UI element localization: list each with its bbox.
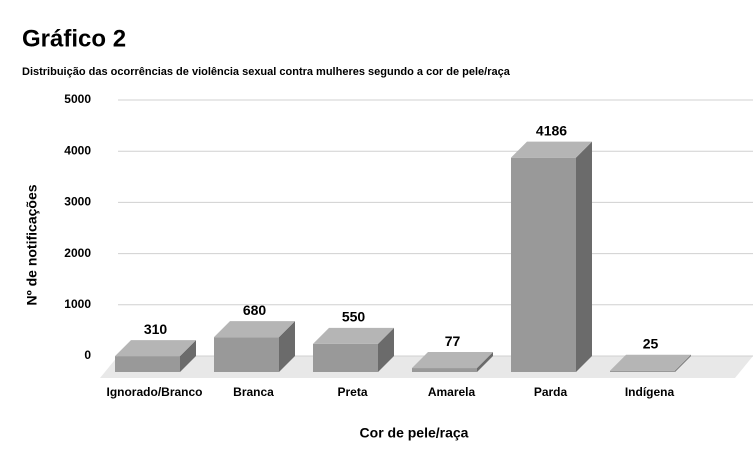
y-tick-label: 1000 [64,297,91,311]
x-tick-label: Preta [337,385,367,399]
bar-top [412,352,493,369]
y-tick-label: 0 [84,348,91,362]
x-tick-label: Branca [233,385,274,399]
value-label: 550 [342,309,366,325]
bar-side [576,141,592,372]
bar-side [477,352,493,372]
bar-top [115,340,196,357]
bar-side [279,321,295,372]
bar-side [180,340,196,372]
bar-top [313,327,394,344]
value-label: 25 [643,335,659,351]
value-label: 4186 [536,122,567,138]
bar [610,354,691,372]
bar-front [511,157,576,372]
bar [412,352,493,372]
value-label: 680 [243,302,267,318]
bar-top [214,321,295,338]
bar-side [378,327,394,372]
bar-front [115,356,180,372]
value-label: 310 [144,321,168,337]
bar [115,340,196,372]
x-tick-label: Ignorado/Branco [106,385,202,399]
value-label: 77 [445,333,461,349]
y-tick-label: 2000 [64,246,91,260]
y-tick-label: 4000 [64,143,91,157]
y-tick-label: 5000 [64,92,91,106]
y-tick-label: 3000 [64,195,91,209]
x-tick-label: Indígena [625,385,675,399]
chart-title: Gráfico 2 [22,25,126,52]
bar [511,141,592,372]
bar [313,327,394,372]
bar [214,321,295,372]
x-tick-label: Parda [534,385,568,399]
y-axis-title: Nº de notificações [24,184,40,305]
bar-front [214,337,279,372]
bar-front [412,368,477,372]
x-tick-label: Amarela [428,385,476,399]
bar-front [313,343,378,372]
bar-side [675,354,691,372]
chart-subtitle: Distribuição das ocorrências de violênci… [22,66,511,78]
x-axis-title: Cor de pele/raça [360,425,469,441]
bar-front [610,370,675,372]
bar-top [610,354,691,371]
bar-top [511,141,592,158]
